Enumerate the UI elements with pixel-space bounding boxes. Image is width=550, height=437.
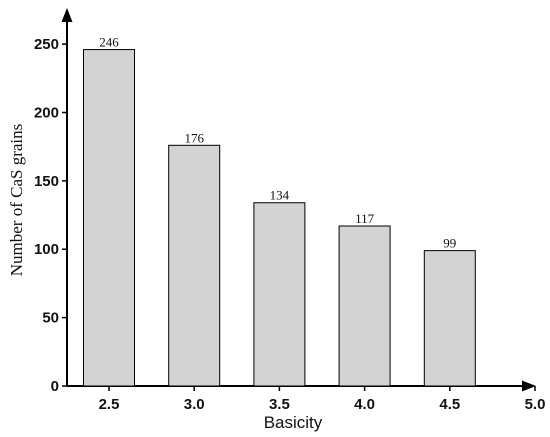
x-tick-label: 2.5 — [99, 396, 120, 413]
y-axis-label: Number of CaS grains — [7, 124, 26, 277]
data-label: 99 — [443, 236, 456, 251]
data-label: 176 — [184, 130, 204, 145]
y-axis-arrow — [61, 8, 73, 22]
y-tick-label: 50 — [42, 310, 59, 327]
x-ticks: 2.5 3.0 3.5 4.0 4.5 5.0 — [99, 386, 546, 413]
data-label: 117 — [355, 211, 375, 226]
y-tick-label: 100 — [34, 241, 59, 258]
x-axis-label: Basicity — [264, 413, 323, 432]
data-labels: 246 176 134 117 99 — [99, 35, 456, 251]
bar-4.5 — [423, 250, 476, 387]
x-axis-arrow — [522, 380, 536, 392]
y-tick-label: 150 — [34, 173, 59, 190]
x-tick-label: 3.0 — [184, 396, 205, 413]
x-tick-label: 3.5 — [269, 396, 290, 413]
bar-4.0 — [338, 225, 391, 387]
y-tick-label: 250 — [34, 36, 59, 53]
bar-3.5 — [253, 202, 306, 387]
data-label: 246 — [99, 35, 119, 50]
data-label: 134 — [270, 188, 290, 203]
x-tick-label: 4.0 — [354, 396, 375, 413]
x-tick-label: 4.5 — [439, 396, 460, 413]
x-tick-label: 5.0 — [525, 396, 546, 413]
y-tick-label: 200 — [34, 104, 59, 121]
y-tick-label: 0 — [51, 378, 59, 395]
y-ticks: 0 50 100 150 200 250 — [34, 36, 67, 395]
bar-2.5 — [83, 49, 135, 387]
bars — [83, 49, 476, 387]
bar-3.0 — [168, 144, 221, 387]
